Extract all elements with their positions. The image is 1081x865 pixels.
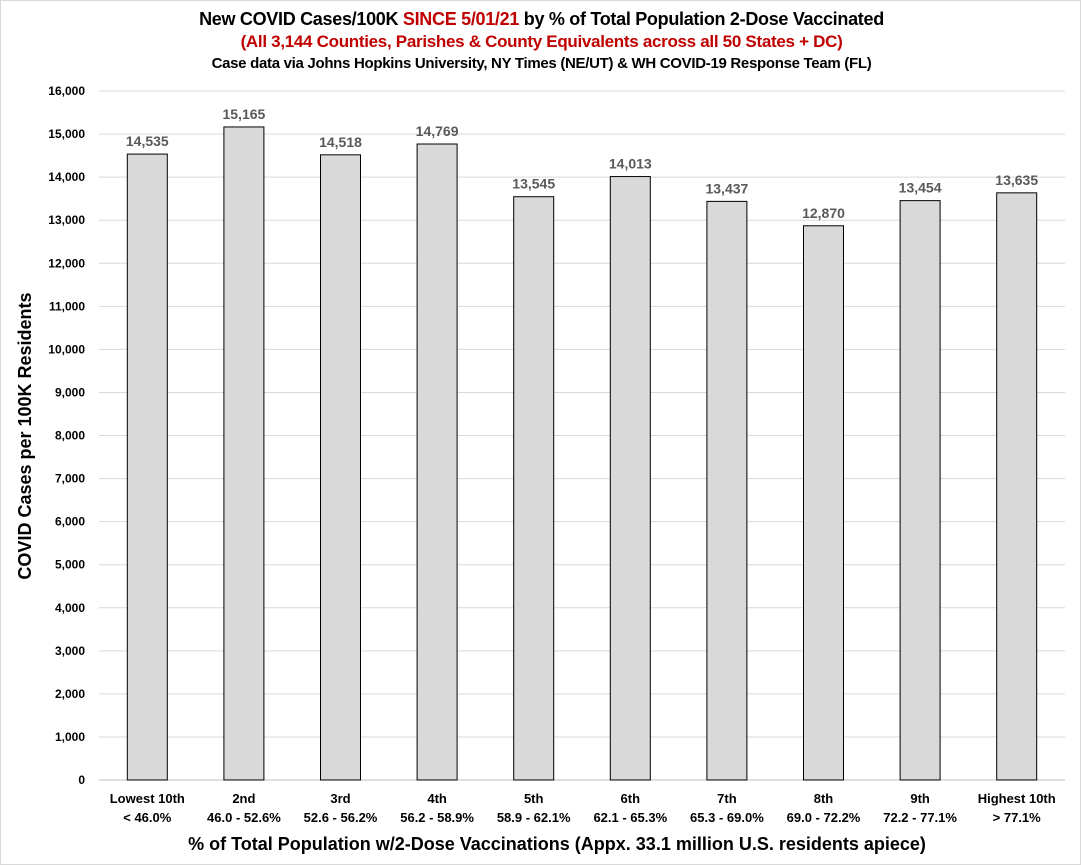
x-tick-range: 72.2 - 77.1% bbox=[883, 810, 957, 825]
y-tick-label: 2,000 bbox=[55, 687, 85, 701]
bar bbox=[899, 200, 941, 781]
data-label: 13,454 bbox=[899, 180, 942, 196]
bar bbox=[803, 225, 844, 781]
x-tick-range: 52.6 - 56.2% bbox=[304, 810, 378, 825]
y-tick-label: 0 bbox=[78, 773, 85, 787]
x-tick-range: < 46.0% bbox=[123, 810, 172, 825]
y-tick-label: 13,000 bbox=[48, 213, 85, 227]
x-tick-label: 4th bbox=[427, 791, 447, 806]
x-tick-label: 5th bbox=[524, 791, 544, 806]
y-tick-label: 11,000 bbox=[49, 299, 85, 313]
x-tick-range: 46.0 - 52.6% bbox=[207, 810, 281, 825]
x-tick-range: > 77.1% bbox=[993, 810, 1042, 825]
bar bbox=[609, 176, 651, 781]
x-tick-range: 58.9 - 62.1% bbox=[497, 810, 571, 825]
y-tick-label: 15,000 bbox=[48, 127, 85, 141]
x-tick-label: Highest 10th bbox=[978, 791, 1056, 806]
data-label: 13,545 bbox=[512, 176, 555, 192]
bar bbox=[223, 126, 265, 781]
y-tick-label: 6,000 bbox=[55, 515, 85, 529]
bar bbox=[320, 154, 361, 781]
x-tick-label: 2nd bbox=[232, 791, 255, 806]
bar bbox=[996, 192, 1038, 781]
x-tick-label: Lowest 10th bbox=[110, 791, 185, 806]
data-label: 14,518 bbox=[319, 134, 362, 150]
x-tick-range: 65.3 - 69.0% bbox=[690, 810, 764, 825]
x-tick-label: 6th bbox=[621, 791, 641, 806]
y-tick-label: 1,000 bbox=[55, 730, 85, 744]
x-tick-label: 8th bbox=[814, 791, 834, 806]
y-tick-label: 4,000 bbox=[55, 601, 85, 615]
x-tick-label: 3rd bbox=[330, 791, 350, 806]
x-tick-range: 62.1 - 65.3% bbox=[593, 810, 667, 825]
x-tick-range: 69.0 - 72.2% bbox=[787, 810, 861, 825]
y-tick-label: 14,000 bbox=[48, 170, 85, 184]
y-tick-label: 5,000 bbox=[55, 558, 85, 572]
x-tick-label: 7th bbox=[717, 791, 737, 806]
y-tick-label: 16,000 bbox=[48, 84, 85, 98]
y-tick-label: 12,000 bbox=[48, 256, 85, 270]
y-tick-label: 3,000 bbox=[55, 644, 85, 658]
data-label: 14,769 bbox=[416, 123, 459, 139]
data-label: 14,013 bbox=[609, 156, 652, 172]
y-axis-title: COVID Cases per 100K Residents bbox=[15, 292, 35, 579]
bar bbox=[513, 196, 555, 781]
x-axis-title: % of Total Population w/2-Dose Vaccinati… bbox=[188, 834, 926, 854]
data-label: 13,635 bbox=[995, 172, 1038, 188]
data-label: 15,165 bbox=[222, 106, 265, 122]
bar bbox=[416, 143, 458, 781]
data-label: 13,437 bbox=[705, 180, 748, 196]
bar bbox=[706, 200, 748, 781]
data-label: 14,535 bbox=[126, 133, 169, 149]
y-tick-label: 10,000 bbox=[48, 342, 85, 356]
bar bbox=[126, 153, 168, 781]
y-tick-label: 9,000 bbox=[55, 385, 85, 399]
chart-title: New COVID Cases/100K SINCE 5/01/21 by % … bbox=[199, 9, 884, 29]
y-tick-label: 7,000 bbox=[55, 472, 85, 486]
x-tick-label: 9th bbox=[910, 791, 930, 806]
chart-source: Case data via Johns Hopkins University, … bbox=[211, 55, 872, 72]
data-label: 12,870 bbox=[802, 205, 845, 221]
x-tick-range: 56.2 - 58.9% bbox=[400, 810, 474, 825]
y-tick-label: 8,000 bbox=[55, 429, 85, 443]
chart-subtitle: (All 3,144 Counties, Parishes & County E… bbox=[240, 32, 843, 51]
